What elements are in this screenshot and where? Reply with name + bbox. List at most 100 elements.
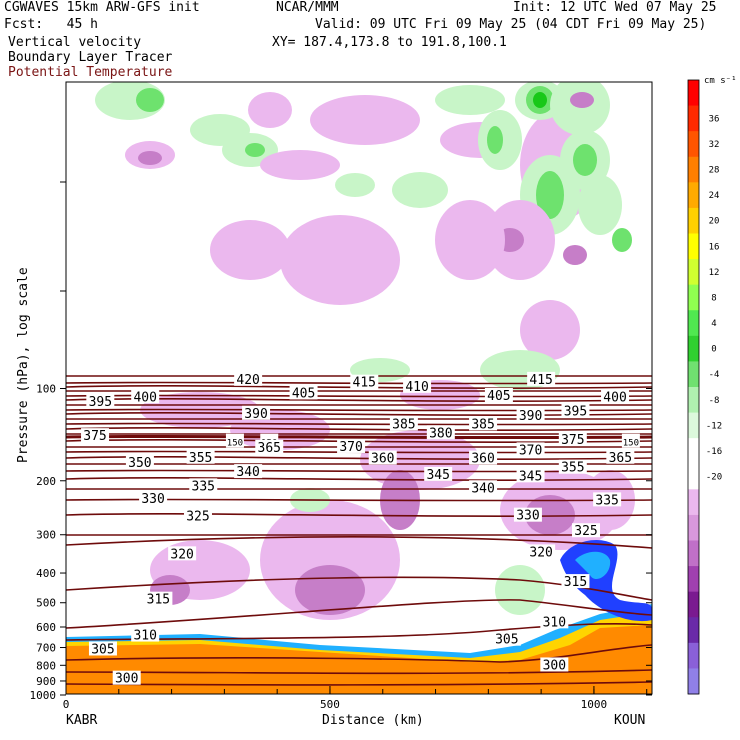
theta-label-bg	[492, 631, 521, 646]
cross-section-endpoints: XY= 187.4,173.8 to 191.8,100.1	[272, 35, 507, 50]
colorbar-label: 4	[711, 319, 716, 329]
theta-label: 340	[236, 465, 259, 480]
theta-contour	[66, 408, 652, 412]
theta-label: 300	[115, 672, 138, 687]
colorbar-swatch	[688, 284, 699, 311]
x-tick-label: 0	[63, 698, 70, 711]
theta-label: 405	[292, 386, 315, 401]
theta-label-bg	[601, 389, 630, 404]
theta-label: 325	[574, 524, 597, 539]
colorbar-swatch	[688, 668, 699, 695]
vertical-velocity-blob	[612, 228, 632, 252]
theta-label-bg	[606, 449, 635, 464]
theta-label-bg	[469, 480, 498, 495]
y-tick-label: 700	[36, 642, 56, 655]
colorbar-swatch	[688, 412, 699, 439]
theta-contour	[66, 576, 652, 601]
theta-label: 375	[561, 433, 584, 448]
theta-label-bg	[242, 405, 271, 420]
theta-label: 330	[141, 492, 164, 507]
colorbar-units: cm s⁻¹	[704, 76, 737, 86]
theta-label-bg	[131, 627, 160, 642]
left-endpoint-label: KABR	[66, 713, 98, 728]
colorbar-label: -12	[706, 421, 722, 431]
y-tick-label: 100	[36, 383, 56, 396]
theta-label: 370	[339, 440, 362, 455]
theta-label: 315	[564, 575, 587, 590]
theta-label: 390	[519, 409, 542, 424]
theta-label-bg	[88, 641, 117, 656]
colorbar-swatch	[688, 438, 699, 465]
vertical-velocity-blob	[533, 92, 547, 108]
vertical-velocity-blob	[138, 151, 162, 165]
theta-label-bg	[81, 428, 110, 443]
theta-label-bg	[168, 546, 197, 561]
y-tick-label: 400	[36, 567, 56, 580]
theta-label-bg	[389, 416, 418, 431]
colorbar-label: 16	[709, 242, 720, 252]
vertical-velocity-blob	[136, 88, 164, 112]
theta-label: 340	[471, 481, 494, 496]
theta-label-bg	[144, 591, 173, 606]
theta-label-bg	[403, 378, 432, 393]
vertical-velocity-blob	[520, 300, 580, 360]
vertical-velocity-blob	[260, 150, 340, 180]
tracer-cyan-plume	[575, 551, 611, 580]
theta-label-bg	[289, 385, 318, 400]
theta-label: 370	[519, 443, 542, 458]
theta-label: 305	[91, 642, 114, 657]
theta-contour	[66, 681, 652, 686]
theta-contour	[66, 439, 652, 443]
model-title: CGWAVES 15km ARW-GFS init	[4, 0, 200, 15]
colorbar-swatch	[688, 207, 699, 234]
vertical-velocity-blob	[248, 92, 292, 128]
theta-label: 410	[405, 380, 428, 395]
theta-label: 315	[147, 593, 170, 608]
y-tick-label: 1000	[30, 689, 57, 702]
colorbar-label: -8	[709, 396, 720, 406]
vertical-velocity-blob	[563, 245, 587, 265]
theta-label-bg	[234, 371, 263, 386]
valid-time: Valid: 09 UTC Fri 09 May 25 (04 CDT Fri …	[315, 17, 707, 32]
theta-label-bg	[125, 455, 154, 470]
theta-contour	[66, 422, 652, 426]
theta-label-bg	[189, 478, 218, 493]
theta-contour	[66, 450, 652, 454]
y-tick-label: 800	[36, 659, 56, 672]
right-endpoint-label: KOUN	[614, 713, 646, 728]
vertical-velocity-blob	[536, 171, 564, 219]
y-tick-label: 500	[36, 597, 56, 610]
theta-label: 390	[244, 407, 267, 422]
forecast-hour: Fcst: 45 h	[4, 17, 98, 32]
y-tick-label: 600	[36, 621, 56, 634]
theta-label: 320	[529, 545, 552, 560]
colorbar-label: -4	[709, 370, 720, 380]
colorbar-swatch	[688, 642, 699, 669]
colorbar-label: -20	[706, 473, 722, 483]
theta-label: 420	[236, 373, 259, 388]
colorbar-label: 8	[711, 293, 716, 303]
theta-contour	[66, 477, 652, 481]
theta-label-bg	[426, 425, 455, 440]
vertical-velocity-blob	[570, 92, 594, 108]
colorbar-swatch	[688, 361, 699, 388]
theta-label: 355	[561, 461, 584, 476]
theta-label: 385	[392, 417, 415, 432]
theta-label-bg	[558, 459, 587, 474]
colorbar-swatch	[688, 233, 699, 260]
theta-label: 360	[371, 452, 394, 467]
colorbar-swatch	[688, 591, 699, 618]
theta-label-bg	[516, 407, 545, 422]
colorbar-swatch	[688, 156, 699, 183]
theta-label-bg	[139, 491, 168, 506]
vertical-velocity-blob	[210, 220, 290, 280]
colorbar-label: 12	[709, 268, 720, 278]
theta-label: 335	[595, 493, 618, 508]
theta-label: 375	[83, 429, 106, 444]
y-axis-label: Pressure (hPa), log scale	[16, 267, 31, 463]
theta-label: 360	[471, 452, 494, 467]
colorbar-label: 0	[711, 345, 716, 355]
theta-contour	[66, 599, 652, 629]
theta-label: 395	[89, 395, 112, 410]
